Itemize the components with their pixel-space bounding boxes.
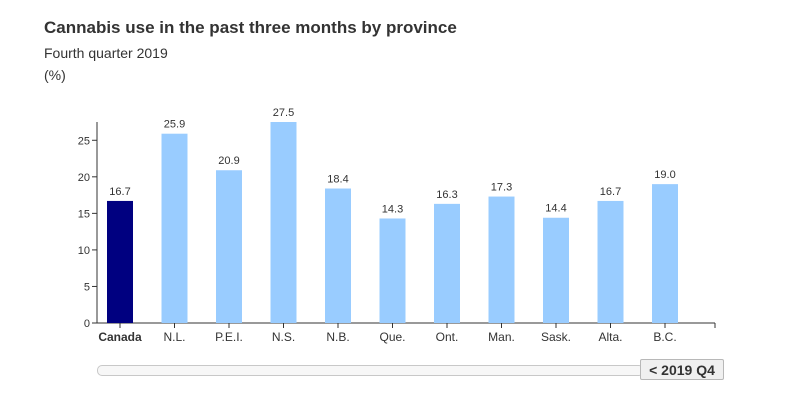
bar: [270, 122, 297, 323]
y-tick-label: 10: [78, 245, 90, 257]
y-tick-label: 15: [78, 208, 90, 220]
bar-value-label: 16.7: [109, 186, 130, 198]
bar-value-label: 17.3: [491, 182, 512, 194]
bar: [379, 218, 406, 323]
bar-value-label: 16.7: [600, 186, 621, 198]
bar: [161, 133, 188, 323]
x-tick-label: Que.: [379, 330, 405, 344]
bar: [325, 188, 351, 323]
bar-value-label: 25.9: [164, 119, 185, 131]
bars: 16.7 25.9 20.9 27.5 18.4 14.3 16.3 17.3 14.4 16.7…: [107, 107, 678, 323]
x-tick-label: N.L.: [163, 330, 185, 344]
bar-value-label: 14.4: [545, 203, 566, 215]
x-tick-label: P.E.I.: [215, 330, 243, 344]
chart-subtitle: Fourth quarter 2019: [44, 45, 168, 61]
bar: [488, 196, 515, 323]
chart-title: Cannabis use in the past three months by…: [44, 18, 457, 37]
x-tick-label: Canada: [98, 330, 142, 344]
bar-value-label: 16.3: [436, 189, 457, 201]
x-tick-label: N.B.: [326, 330, 349, 344]
bar: [107, 200, 133, 323]
bar-value-label: 19.0: [654, 169, 675, 181]
x-axis: Canada N.L. P.E.I. N.S. N.B. Que. Ont. Man. Sask…: [97, 322, 716, 344]
x-tick-label: B.C.: [653, 330, 676, 344]
bar-value-label: 20.9: [218, 155, 239, 167]
x-tick-label: Sask.: [541, 330, 571, 344]
bar: [543, 217, 569, 323]
bar: [652, 184, 678, 323]
bar-value-label: 27.5: [273, 107, 294, 119]
chart-unit: (%): [44, 67, 66, 83]
y-tick-label: 0: [84, 318, 90, 330]
x-tick-label: Man.: [488, 330, 515, 344]
x-tick-label: Ont.: [436, 330, 459, 344]
bar: [434, 203, 460, 323]
bar: [216, 170, 242, 323]
bar: [597, 200, 624, 323]
y-tick-label: 5: [84, 281, 90, 293]
x-tick-label: N.S.: [272, 330, 295, 344]
x-tick-label: Alta.: [598, 330, 622, 344]
y-tick-label: 20: [78, 172, 90, 184]
y-tick-label: 25: [78, 135, 90, 147]
bar-value-label: 18.4: [327, 174, 348, 186]
bar-value-label: 14.3: [382, 203, 403, 215]
timeline-scrollbar[interactable]: [97, 365, 644, 376]
y-axis: 0 5 10 15 20 25: [78, 122, 98, 330]
period-select-button[interactable]: < 2019 Q4: [640, 359, 724, 380]
